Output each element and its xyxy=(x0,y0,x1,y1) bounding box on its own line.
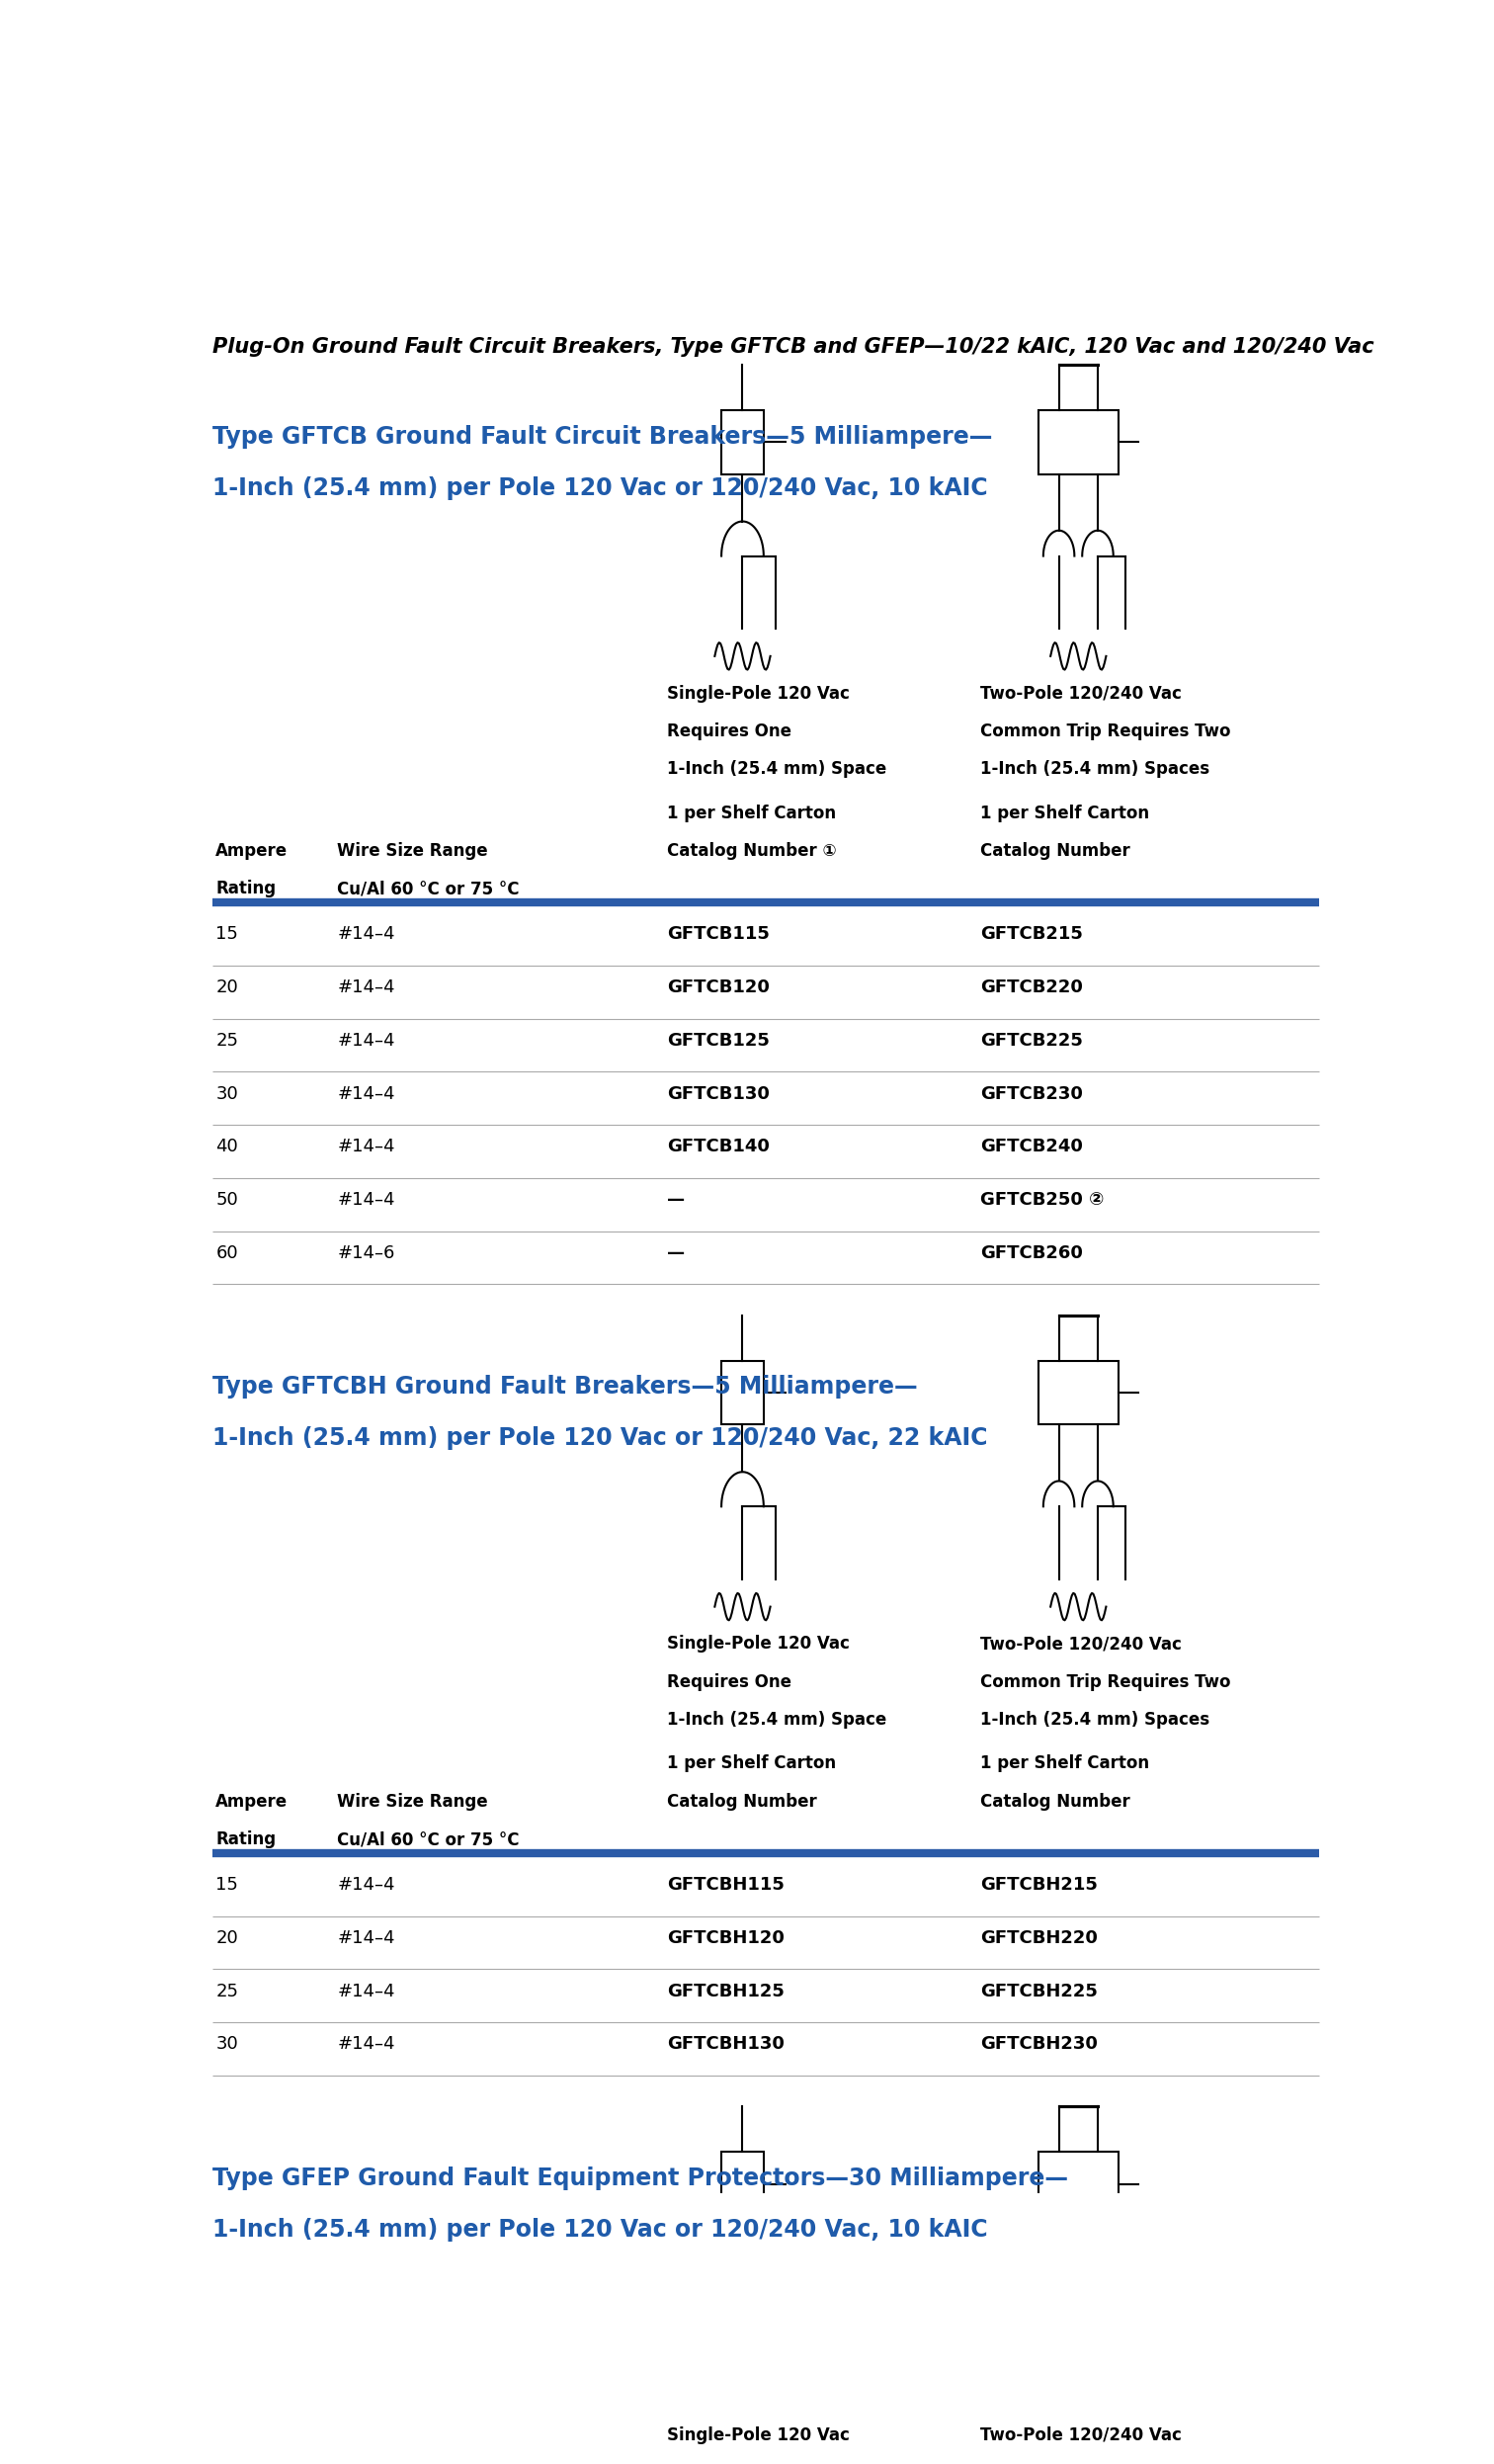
Text: Type GFTCBH Ground Fault Breakers—5 Milliampere—: Type GFTCBH Ground Fault Breakers—5 Mill… xyxy=(212,1375,917,1400)
Text: 30: 30 xyxy=(215,2035,238,2053)
Text: Type GFTCB Ground Fault Circuit Breakers—5 Milliampere—: Type GFTCB Ground Fault Circuit Breakers… xyxy=(212,424,992,448)
Text: 1-Inch (25.4 mm) Spaces: 1-Inch (25.4 mm) Spaces xyxy=(980,1710,1209,1730)
Text: Two-Pole 120/240 Vac: Two-Pole 120/240 Vac xyxy=(980,1636,1182,1653)
Text: GFTCB130: GFTCB130 xyxy=(668,1084,769,1104)
Text: Ampere: Ampere xyxy=(215,843,288,860)
Text: #14–4: #14–4 xyxy=(338,1875,394,1895)
Text: Rating: Rating xyxy=(215,880,276,897)
Text: Common Trip Requires Two: Common Trip Requires Two xyxy=(980,722,1231,739)
Text: #14–4: #14–4 xyxy=(338,1084,394,1104)
Text: 60: 60 xyxy=(215,1244,238,1262)
Text: #14–4: #14–4 xyxy=(338,926,394,944)
Text: 1-Inch (25.4 mm) Space: 1-Inch (25.4 mm) Space xyxy=(668,1710,887,1730)
Text: GFTCB250 ②: GFTCB250 ② xyxy=(980,1190,1104,1210)
Text: Wire Size Range: Wire Size Range xyxy=(338,843,489,860)
Text: GFTCBH120: GFTCBH120 xyxy=(668,1929,784,1947)
Text: 25: 25 xyxy=(215,1984,239,2001)
Text: 20: 20 xyxy=(215,1929,238,1947)
Text: GFTCBH115: GFTCBH115 xyxy=(668,1875,784,1895)
Text: Catalog Number: Catalog Number xyxy=(980,843,1129,860)
Text: —: — xyxy=(668,1190,686,1210)
Text: GFTCBH130: GFTCBH130 xyxy=(668,2035,784,2053)
Text: Requires One: Requires One xyxy=(668,1673,792,1690)
Text: #14–4: #14–4 xyxy=(338,978,394,995)
Text: 1-Inch (25.4 mm) Space: 1-Inch (25.4 mm) Space xyxy=(668,761,887,779)
Text: 1 per Shelf Carton: 1 per Shelf Carton xyxy=(668,803,837,823)
Text: #14–4: #14–4 xyxy=(338,1929,394,1947)
Text: Common Trip Requires Two: Common Trip Requires Two xyxy=(980,1673,1231,1690)
Text: Rating: Rating xyxy=(215,1831,276,1848)
Text: Cu/Al 60 °C or 75 °C: Cu/Al 60 °C or 75 °C xyxy=(338,1831,520,1848)
Text: GFTCB215: GFTCB215 xyxy=(980,926,1083,944)
Text: GFTCB225: GFTCB225 xyxy=(980,1032,1083,1050)
Text: Requires One: Requires One xyxy=(668,722,792,739)
Text: #14–4: #14–4 xyxy=(338,1984,394,2001)
Text: Catalog Number: Catalog Number xyxy=(980,1794,1129,1811)
Text: Plug-On Ground Fault Circuit Breakers, Type GFTCB and GFEP—10/22 kAIC, 120 Vac a: Plug-On Ground Fault Circuit Breakers, T… xyxy=(212,338,1374,357)
Text: 15: 15 xyxy=(215,1875,239,1895)
Text: Wire Size Range: Wire Size Range xyxy=(338,1794,489,1811)
Text: GFTCB115: GFTCB115 xyxy=(668,926,769,944)
Text: Single-Pole 120 Vac: Single-Pole 120 Vac xyxy=(668,1636,850,1653)
Text: GFTCB220: GFTCB220 xyxy=(980,978,1083,995)
Text: GFTCB230: GFTCB230 xyxy=(980,1084,1083,1104)
Text: GFTCB260: GFTCB260 xyxy=(980,1244,1083,1262)
Text: 1 per Shelf Carton: 1 per Shelf Carton xyxy=(668,1754,837,1772)
Text: Catalog Number ①: Catalog Number ① xyxy=(668,843,837,860)
Text: 1-Inch (25.4 mm) Spaces: 1-Inch (25.4 mm) Spaces xyxy=(980,761,1209,779)
Text: 25: 25 xyxy=(215,1032,239,1050)
Text: GFTCB140: GFTCB140 xyxy=(668,1138,769,1156)
Text: 50: 50 xyxy=(215,1190,238,1210)
Text: GFTCB120: GFTCB120 xyxy=(668,978,769,995)
Text: 1 per Shelf Carton: 1 per Shelf Carton xyxy=(980,803,1149,823)
Text: GFTCBH215: GFTCBH215 xyxy=(980,1875,1097,1895)
Text: #14–4: #14–4 xyxy=(338,2035,394,2053)
Text: 20: 20 xyxy=(215,978,238,995)
Text: 1-Inch (25.4 mm) per Pole 120 Vac or 120/240 Vac, 22 kAIC: 1-Inch (25.4 mm) per Pole 120 Vac or 120… xyxy=(212,1427,988,1451)
Text: Ampere: Ampere xyxy=(215,1794,288,1811)
Text: Catalog Number: Catalog Number xyxy=(668,1794,817,1811)
Text: 1-Inch (25.4 mm) per Pole 120 Vac or 120/240 Vac, 10 kAIC: 1-Inch (25.4 mm) per Pole 120 Vac or 120… xyxy=(212,476,988,500)
Text: #14–6: #14–6 xyxy=(338,1244,394,1262)
Text: GFTCBH220: GFTCBH220 xyxy=(980,1929,1097,1947)
Text: 1 per Shelf Carton: 1 per Shelf Carton xyxy=(980,1754,1149,1772)
Text: 40: 40 xyxy=(215,1138,238,1156)
Text: Single-Pole 120 Vac: Single-Pole 120 Vac xyxy=(668,2427,850,2444)
Text: #14–4: #14–4 xyxy=(338,1190,394,1210)
Text: Two-Pole 120/240 Vac: Two-Pole 120/240 Vac xyxy=(980,2427,1182,2444)
Text: GFTCBH225: GFTCBH225 xyxy=(980,1984,1097,2001)
Text: GFTCB125: GFTCB125 xyxy=(668,1032,769,1050)
Text: GFTCBH230: GFTCBH230 xyxy=(980,2035,1097,2053)
Text: #14–4: #14–4 xyxy=(338,1138,394,1156)
Text: Cu/Al 60 °C or 75 °C: Cu/Al 60 °C or 75 °C xyxy=(338,880,520,897)
Text: 30: 30 xyxy=(215,1084,238,1104)
Text: GFTCBH125: GFTCBH125 xyxy=(668,1984,784,2001)
Text: 15: 15 xyxy=(215,926,239,944)
Text: GFTCB240: GFTCB240 xyxy=(980,1138,1083,1156)
Text: Type GFEP Ground Fault Equipment Protectors—30 Milliampere—: Type GFEP Ground Fault Equipment Protect… xyxy=(212,2166,1068,2190)
Text: Single-Pole 120 Vac: Single-Pole 120 Vac xyxy=(668,685,850,702)
Text: —: — xyxy=(668,1244,686,1262)
Text: #14–4: #14–4 xyxy=(338,1032,394,1050)
Text: Two-Pole 120/240 Vac: Two-Pole 120/240 Vac xyxy=(980,685,1182,702)
Text: 1-Inch (25.4 mm) per Pole 120 Vac or 120/240 Vac, 10 kAIC: 1-Inch (25.4 mm) per Pole 120 Vac or 120… xyxy=(212,2218,988,2242)
